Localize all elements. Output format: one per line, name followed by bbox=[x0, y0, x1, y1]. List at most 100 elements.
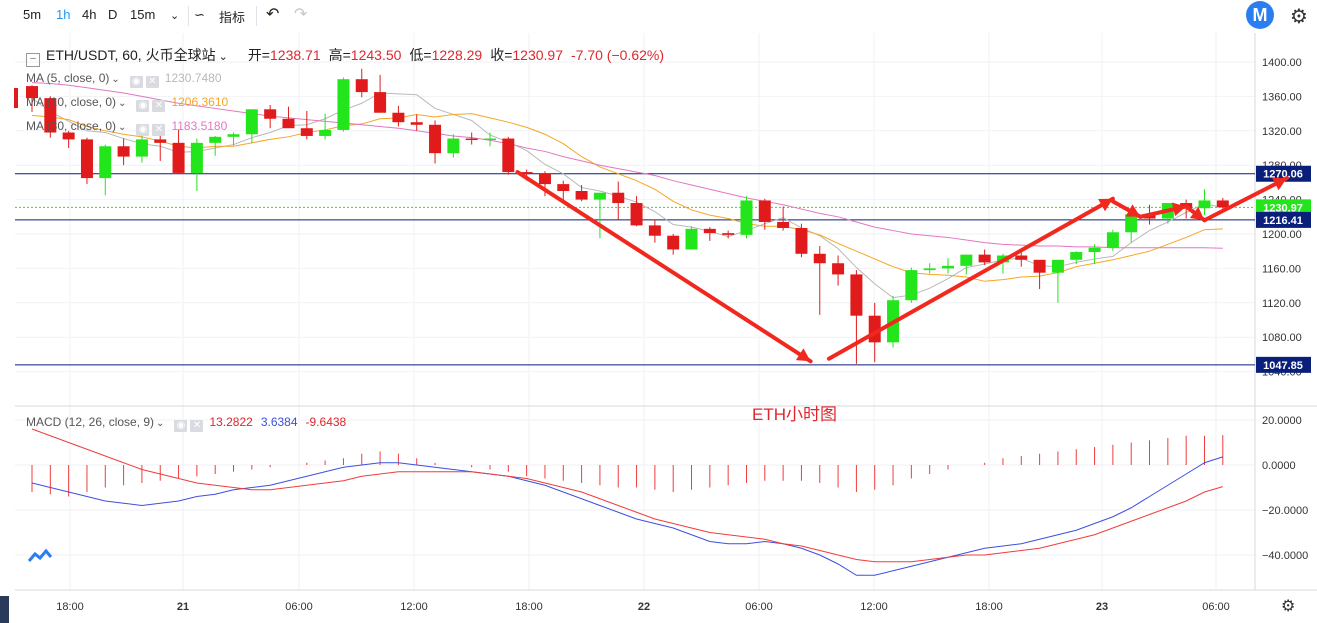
price-label-box bbox=[1256, 211, 1311, 228]
eye-icon[interactable]: ◉ bbox=[136, 100, 150, 112]
candle bbox=[62, 130, 75, 148]
candle bbox=[355, 68, 368, 98]
ma30-legend: MA (30, close, 0) ⌄ ◉ ✕ 1183.5180 bbox=[26, 119, 227, 136]
interval-4h-button[interactable]: 4h bbox=[82, 7, 97, 22]
candle-body bbox=[1033, 259, 1046, 273]
candle-body bbox=[758, 200, 771, 222]
candle bbox=[319, 113, 332, 140]
candle bbox=[190, 138, 203, 191]
indicators-icon[interactable]: ∽ bbox=[194, 7, 205, 22]
trend-arrow bbox=[826, 196, 1115, 361]
redo-icon[interactable]: ↷ bbox=[294, 6, 308, 23]
candle-body bbox=[355, 79, 368, 93]
candle-body bbox=[575, 191, 588, 200]
macd-histogram bbox=[31, 435, 1224, 497]
toolbar: 5m 1h 4h D 15m ⌄ ∽ 指标 ↶ ↷ bbox=[0, 0, 1317, 32]
tradingview-logo-icon[interactable] bbox=[28, 548, 52, 564]
settings-gear-icon[interactable]: ⚙ bbox=[1290, 6, 1308, 28]
candle-body bbox=[1198, 200, 1211, 209]
candle bbox=[612, 181, 625, 220]
candle-body bbox=[135, 139, 148, 157]
macd-tick-label: 20.0000 bbox=[1262, 415, 1302, 427]
candle-body bbox=[319, 129, 332, 136]
candle bbox=[722, 230, 735, 239]
candle bbox=[648, 219, 661, 243]
candle-body bbox=[978, 254, 991, 263]
eye-icon[interactable]: ◉ bbox=[129, 76, 143, 88]
candle bbox=[593, 192, 606, 239]
collapse-icon[interactable]: – bbox=[26, 53, 40, 67]
candle-body bbox=[960, 254, 973, 266]
candles bbox=[26, 68, 1229, 364]
time-tick-label: 06:00 bbox=[745, 601, 773, 613]
interval-5m-button[interactable]: 5m bbox=[23, 7, 42, 22]
eye-icon[interactable]: ◉ bbox=[136, 124, 150, 136]
time-tick-label: 22 bbox=[638, 601, 650, 613]
symbol-chevron-down-icon[interactable]: ⌄ bbox=[218, 51, 228, 63]
candle bbox=[942, 258, 954, 274]
macd-signal-line bbox=[31, 428, 1223, 563]
candle bbox=[300, 111, 313, 140]
candle-body bbox=[282, 118, 295, 129]
chevron-down-icon[interactable]: ⌄ bbox=[111, 74, 120, 85]
close-icon[interactable]: ✕ bbox=[152, 100, 166, 112]
ma30-label[interactable]: MA (30, close, 0) bbox=[26, 119, 117, 133]
chevron-down-icon[interactable]: ⌄ bbox=[118, 98, 127, 109]
macd-line-value: 3.6384 bbox=[260, 415, 298, 429]
symbol-title[interactable]: ETH/USDT, 60, 火币全球站 bbox=[46, 47, 216, 63]
candle bbox=[447, 134, 460, 158]
price-tick-label: 1120.00 bbox=[1262, 298, 1301, 310]
close-icon[interactable]: ✕ bbox=[145, 76, 159, 88]
candle bbox=[1198, 189, 1211, 216]
toolbar-divider bbox=[256, 6, 257, 26]
trend-arrowhead bbox=[1098, 198, 1113, 212]
candle bbox=[1216, 197, 1229, 210]
candle bbox=[99, 144, 112, 196]
axis-settings-gear-icon[interactable]: ⚙ bbox=[1281, 598, 1296, 615]
close-icon[interactable]: ✕ bbox=[152, 124, 166, 136]
candle-body bbox=[832, 263, 845, 275]
chevron-down-icon[interactable]: ⌄ bbox=[118, 122, 127, 133]
candle bbox=[1088, 244, 1101, 265]
candle-body bbox=[942, 265, 954, 269]
candle bbox=[978, 249, 991, 265]
candle bbox=[832, 255, 845, 286]
high-label: 高= bbox=[328, 47, 351, 63]
price-label-text: 1047.85 bbox=[1263, 360, 1303, 372]
candle-body bbox=[703, 228, 716, 234]
indicators-button[interactable]: 指标 bbox=[219, 10, 246, 25]
interval-d-button[interactable]: D bbox=[108, 7, 118, 22]
candle bbox=[410, 114, 423, 131]
candle-body bbox=[465, 138, 478, 141]
interval-15m-button[interactable]: 15m bbox=[130, 7, 156, 22]
candle bbox=[337, 77, 350, 132]
ma10-label[interactable]: MA (10, close, 0) bbox=[26, 95, 117, 109]
macd-label[interactable]: MACD (12, 26, close, 9) bbox=[26, 415, 155, 429]
price-label-box bbox=[1256, 199, 1311, 216]
chevron-down-icon[interactable]: ⌄ bbox=[156, 418, 165, 429]
macd-signal-value: -9.6438 bbox=[305, 415, 347, 429]
trend-arrow bbox=[515, 170, 813, 364]
candle bbox=[960, 254, 973, 275]
interval-dropdown-chevron-down-icon[interactable]: ⌄ bbox=[170, 10, 180, 22]
candle-body bbox=[612, 192, 625, 204]
candle bbox=[264, 105, 277, 129]
trend-arrowhead bbox=[1189, 206, 1205, 221]
undo-icon[interactable]: ↶ bbox=[266, 6, 280, 23]
ma5-label[interactable]: MA (5, close, 0) bbox=[26, 71, 110, 85]
candle bbox=[245, 109, 258, 143]
candle-body bbox=[300, 128, 313, 136]
candle-body bbox=[1088, 247, 1101, 253]
price-tick-label: 1400.00 bbox=[1262, 57, 1302, 69]
time-tick-label: 18:00 bbox=[56, 601, 84, 613]
candle bbox=[502, 136, 515, 175]
huobi-logo[interactable]: M bbox=[1246, 1, 1274, 29]
candle-body bbox=[1125, 214, 1138, 233]
candle bbox=[795, 223, 808, 258]
candle-body bbox=[1106, 232, 1119, 248]
candle-body bbox=[264, 109, 277, 119]
eye-icon[interactable]: ◉ bbox=[174, 420, 188, 432]
interval-1h-button[interactable]: 1h bbox=[56, 7, 71, 22]
close-icon[interactable]: ✕ bbox=[190, 420, 204, 432]
